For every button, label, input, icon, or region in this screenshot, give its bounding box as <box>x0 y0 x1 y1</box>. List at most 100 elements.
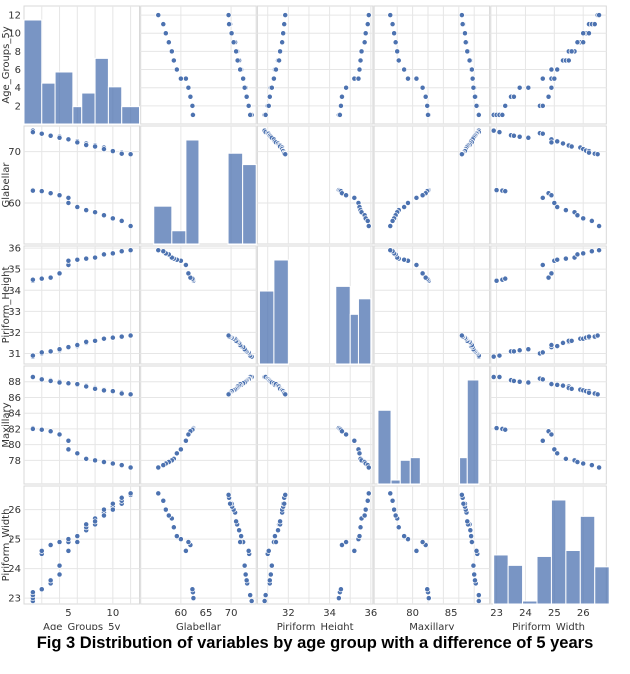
scatter-point <box>580 30 587 37</box>
scatter-point <box>510 132 517 139</box>
scatter-point <box>47 348 54 355</box>
scatter-point <box>490 127 497 134</box>
scatter-point <box>565 57 572 64</box>
scatter-point <box>170 524 177 531</box>
scatter-point <box>510 93 517 100</box>
panel-frame <box>256 485 374 605</box>
scatter-point <box>118 150 125 157</box>
panel-Maxillary-vs-Glabellar <box>140 365 257 485</box>
scatter-point <box>356 66 363 73</box>
scatter-point <box>182 75 189 82</box>
scatter-point <box>74 539 81 546</box>
scatter-point <box>475 111 482 118</box>
histogram-bar <box>185 139 200 245</box>
scatter-point <box>343 539 350 546</box>
scatter-point <box>548 342 555 348</box>
scatter-point <box>160 248 167 255</box>
scatter-point <box>56 346 63 353</box>
scatter-point <box>539 130 546 137</box>
scatter-point <box>241 562 248 569</box>
scatter-point <box>554 343 561 350</box>
y-tick-label: 78 <box>8 456 21 467</box>
scatter-point <box>74 450 81 457</box>
scatter-point <box>160 462 167 469</box>
scatter-point <box>281 500 288 507</box>
histogram-bar <box>390 479 401 485</box>
scatter-point <box>459 21 466 28</box>
scatter-point <box>155 247 162 254</box>
scatter-point <box>83 207 90 214</box>
histogram-bar <box>273 259 289 365</box>
scatter-point <box>83 383 90 390</box>
scatter-point <box>177 536 184 543</box>
scatter-point <box>118 390 125 397</box>
histogram-bar <box>565 550 581 605</box>
scatter-point <box>462 39 469 46</box>
scatter-point <box>118 462 125 469</box>
scatter-point <box>65 380 72 387</box>
scatter-point <box>280 30 287 37</box>
scatter-point <box>268 84 275 91</box>
scatter-point <box>118 217 125 224</box>
scatter-point <box>185 270 192 277</box>
scatter-point <box>101 335 107 342</box>
scatter-point <box>56 192 63 199</box>
scatter-point <box>227 500 234 507</box>
histogram-bar <box>522 600 538 605</box>
panel-Piriform_Height-vs-Piriform_Height <box>256 245 374 365</box>
scatter-point <box>38 376 45 383</box>
scatter-point <box>596 12 603 19</box>
scatter-point <box>392 39 399 46</box>
scatter-point <box>127 464 134 471</box>
scatter-point <box>496 129 503 136</box>
scatter-point <box>339 428 345 435</box>
scatter-point <box>225 491 232 498</box>
x-axis-label: Piriform_Width <box>512 622 585 630</box>
scatter-point <box>401 256 408 263</box>
scatter-point <box>38 275 45 282</box>
scatter-point <box>127 332 134 339</box>
scatter-point <box>270 75 277 82</box>
scatter-point <box>365 12 372 19</box>
scatter-point <box>586 389 592 396</box>
y-tick-label: 88 <box>8 377 21 388</box>
y-tick-label: 70 <box>8 147 21 158</box>
y-tick-label: 6 <box>15 65 21 76</box>
scatter-point <box>242 571 249 578</box>
scatter-point <box>262 592 269 599</box>
scatter-point <box>413 547 420 554</box>
scatter-point <box>245 102 252 109</box>
scatter-point <box>109 460 116 467</box>
panel-frame <box>490 365 607 485</box>
scatter-point <box>65 344 72 351</box>
scatter-point <box>554 381 561 388</box>
scatter-point <box>173 450 180 457</box>
panel-Maxillary-vs-Piriform_Width <box>490 365 607 485</box>
scatter-point <box>562 255 569 262</box>
scatter-point <box>56 431 63 438</box>
scatter-point <box>127 151 134 158</box>
scatter-point <box>189 111 196 118</box>
scatter-point <box>594 391 601 398</box>
scatter-point <box>458 332 465 339</box>
scatter-point <box>185 431 192 438</box>
scatter-point <box>261 598 268 605</box>
scatter-point <box>56 539 63 546</box>
scatter-point <box>267 571 274 578</box>
x-axis-label: Glabellar <box>176 622 222 630</box>
y-tick-label: 23 <box>8 594 21 605</box>
scatter-point <box>471 571 478 578</box>
scatter-point <box>38 130 45 137</box>
scatter-point <box>189 586 196 593</box>
scatter-point <box>187 93 194 100</box>
scatter-point <box>586 30 592 37</box>
scatter-point <box>560 382 566 389</box>
x-tick-label: 36 <box>364 608 377 619</box>
scatter-point <box>29 276 36 283</box>
scatter-point <box>362 30 369 37</box>
y-tick-label: 33 <box>8 307 21 318</box>
scatter-point <box>387 12 394 19</box>
scatter-point <box>233 48 240 55</box>
scatter-point <box>365 464 372 471</box>
scatter-point <box>74 139 81 146</box>
